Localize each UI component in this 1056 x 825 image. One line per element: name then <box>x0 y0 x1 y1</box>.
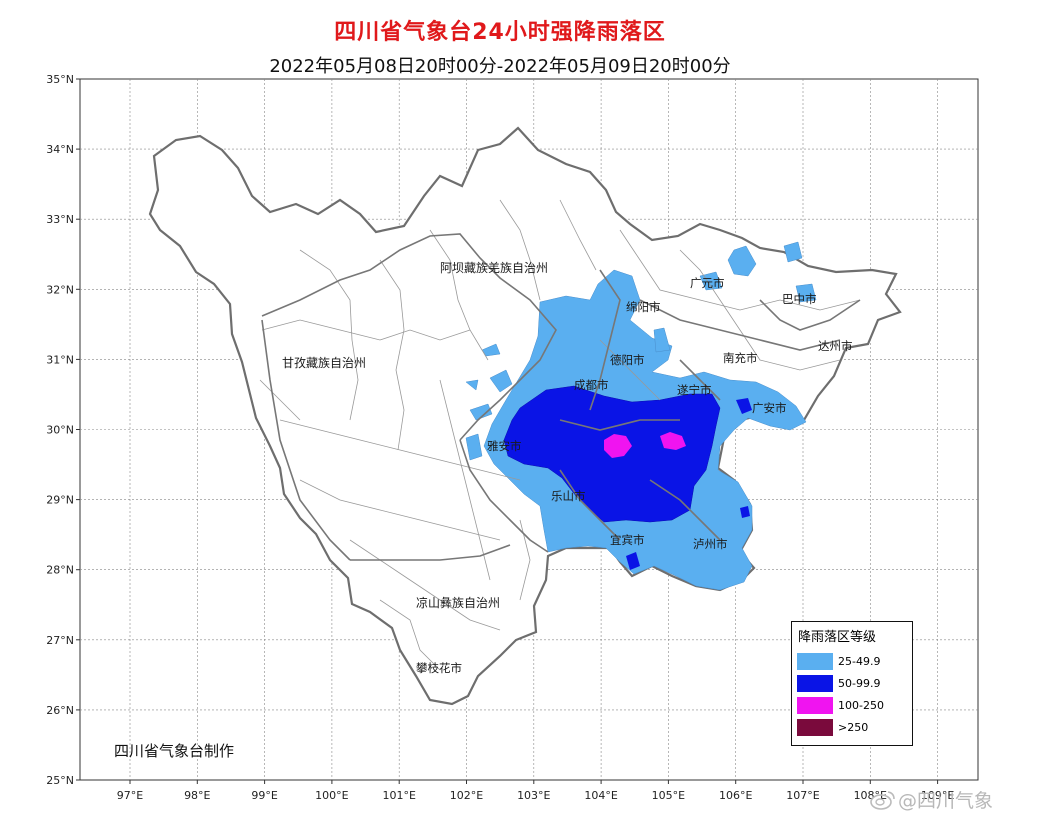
longitude-label: 97°E <box>117 789 143 802</box>
label-aba: 阿坝藏族羌族自治州 <box>440 261 548 275</box>
legend-label: 25-49.9 <box>838 655 881 668</box>
map-title: 四川省气象台24小时强降雨落区 <box>334 20 666 45</box>
label-suining: 遂宁市 <box>677 383 712 397</box>
latitude-label: 32°N <box>46 283 74 296</box>
longitude-labels: 97°E 98°E 99°E 100°E 101°E 102°E 103°E 104°E 105… <box>117 780 954 802</box>
rain-zone-100-250 <box>660 432 686 450</box>
legend-item: 100-250 <box>797 697 909 715</box>
longitude-label: 107°E <box>786 789 819 802</box>
legend: 降雨落区等级 25-49.9 50-99.9 100-250 >250 <box>791 621 913 746</box>
latitude-label: 26°N <box>46 704 74 717</box>
latitude-label: 35°N <box>46 73 74 86</box>
latitude-label: 28°N <box>46 564 74 577</box>
label-mianyang: 绵阳市 <box>626 300 661 314</box>
watermark: @四川气象 <box>898 790 994 812</box>
latitude-label: 30°N <box>46 424 74 437</box>
longitude-label: 109°E <box>921 789 954 802</box>
legend-label: 100-250 <box>838 699 884 712</box>
label-bazhong: 巴中市 <box>782 292 817 306</box>
rain-zone-100-250 <box>604 434 632 458</box>
legend-item: 25-49.9 <box>797 653 909 671</box>
label-nanchong: 南充市 <box>723 351 758 365</box>
legend-swatch <box>797 675 833 692</box>
label-leshan: 乐山市 <box>551 489 586 503</box>
longitude-label: 98°E <box>184 789 210 802</box>
label-ganzi: 甘孜藏族自治州 <box>282 356 366 370</box>
weibo-icon <box>870 791 895 810</box>
legend-item: 50-99.9 <box>797 675 909 693</box>
legend-label: >250 <box>838 721 869 734</box>
longitude-label: 102°E <box>450 789 483 802</box>
latitude-label: 29°N <box>46 494 74 507</box>
longitude-label: 100°E <box>315 789 348 802</box>
longitude-label: 99°E <box>251 789 277 802</box>
prefecture-boundaries <box>261 233 861 561</box>
label-luzhou: 泸州市 <box>693 537 728 551</box>
label-yaan: 雅安市 <box>487 439 522 453</box>
label-guangan: 广安市 <box>752 401 787 415</box>
label-guangyuan: 广元市 <box>690 276 725 290</box>
legend-title: 降雨落区等级 <box>798 630 877 645</box>
latitude-labels: 25°N 26°N 27°N 28°N 29°N 30°N 31°N 32°N 33°N 34°N… <box>46 73 80 787</box>
label-liangshan: 凉山彝族自治州 <box>416 595 500 610</box>
credit-text: 四川省气象台制作 <box>114 742 235 760</box>
rain-zone-50-99-patch <box>626 552 640 570</box>
label-dazhou: 达州市 <box>818 339 853 353</box>
latitude-label: 31°N <box>46 353 74 366</box>
label-deyang: 德阳市 <box>610 353 645 367</box>
longitude-label: 105°E <box>652 789 685 802</box>
legend-item: >250 <box>797 719 909 737</box>
legend-swatch <box>797 697 833 714</box>
latitude-label: 33°N <box>46 213 74 226</box>
legend-swatch <box>797 653 833 670</box>
latitude-label: 27°N <box>46 634 74 647</box>
longitude-label: 104°E <box>584 789 617 802</box>
legend-label: 50-99.9 <box>838 677 881 690</box>
latitude-label: 25°N <box>46 774 74 787</box>
rain-zone-50-99-patch <box>740 506 750 518</box>
rain-zone-50-99-patch <box>736 398 752 414</box>
map-subtitle: 2022年05月08日20时00分-2022年05月09日20时00分 <box>269 56 731 77</box>
longitude-label: 103°E <box>517 789 550 802</box>
label-chengdu: 成都市 <box>574 378 609 392</box>
longitude-label: 106°E <box>719 789 752 802</box>
county-boundaries <box>259 199 861 671</box>
legend-swatch <box>797 719 833 736</box>
latitude-label: 34°N <box>46 143 74 156</box>
label-panzhihua: 攀枝花市 <box>416 661 462 675</box>
longitude-label: 101°E <box>382 789 415 802</box>
label-yibin: 宜宾市 <box>610 533 645 547</box>
